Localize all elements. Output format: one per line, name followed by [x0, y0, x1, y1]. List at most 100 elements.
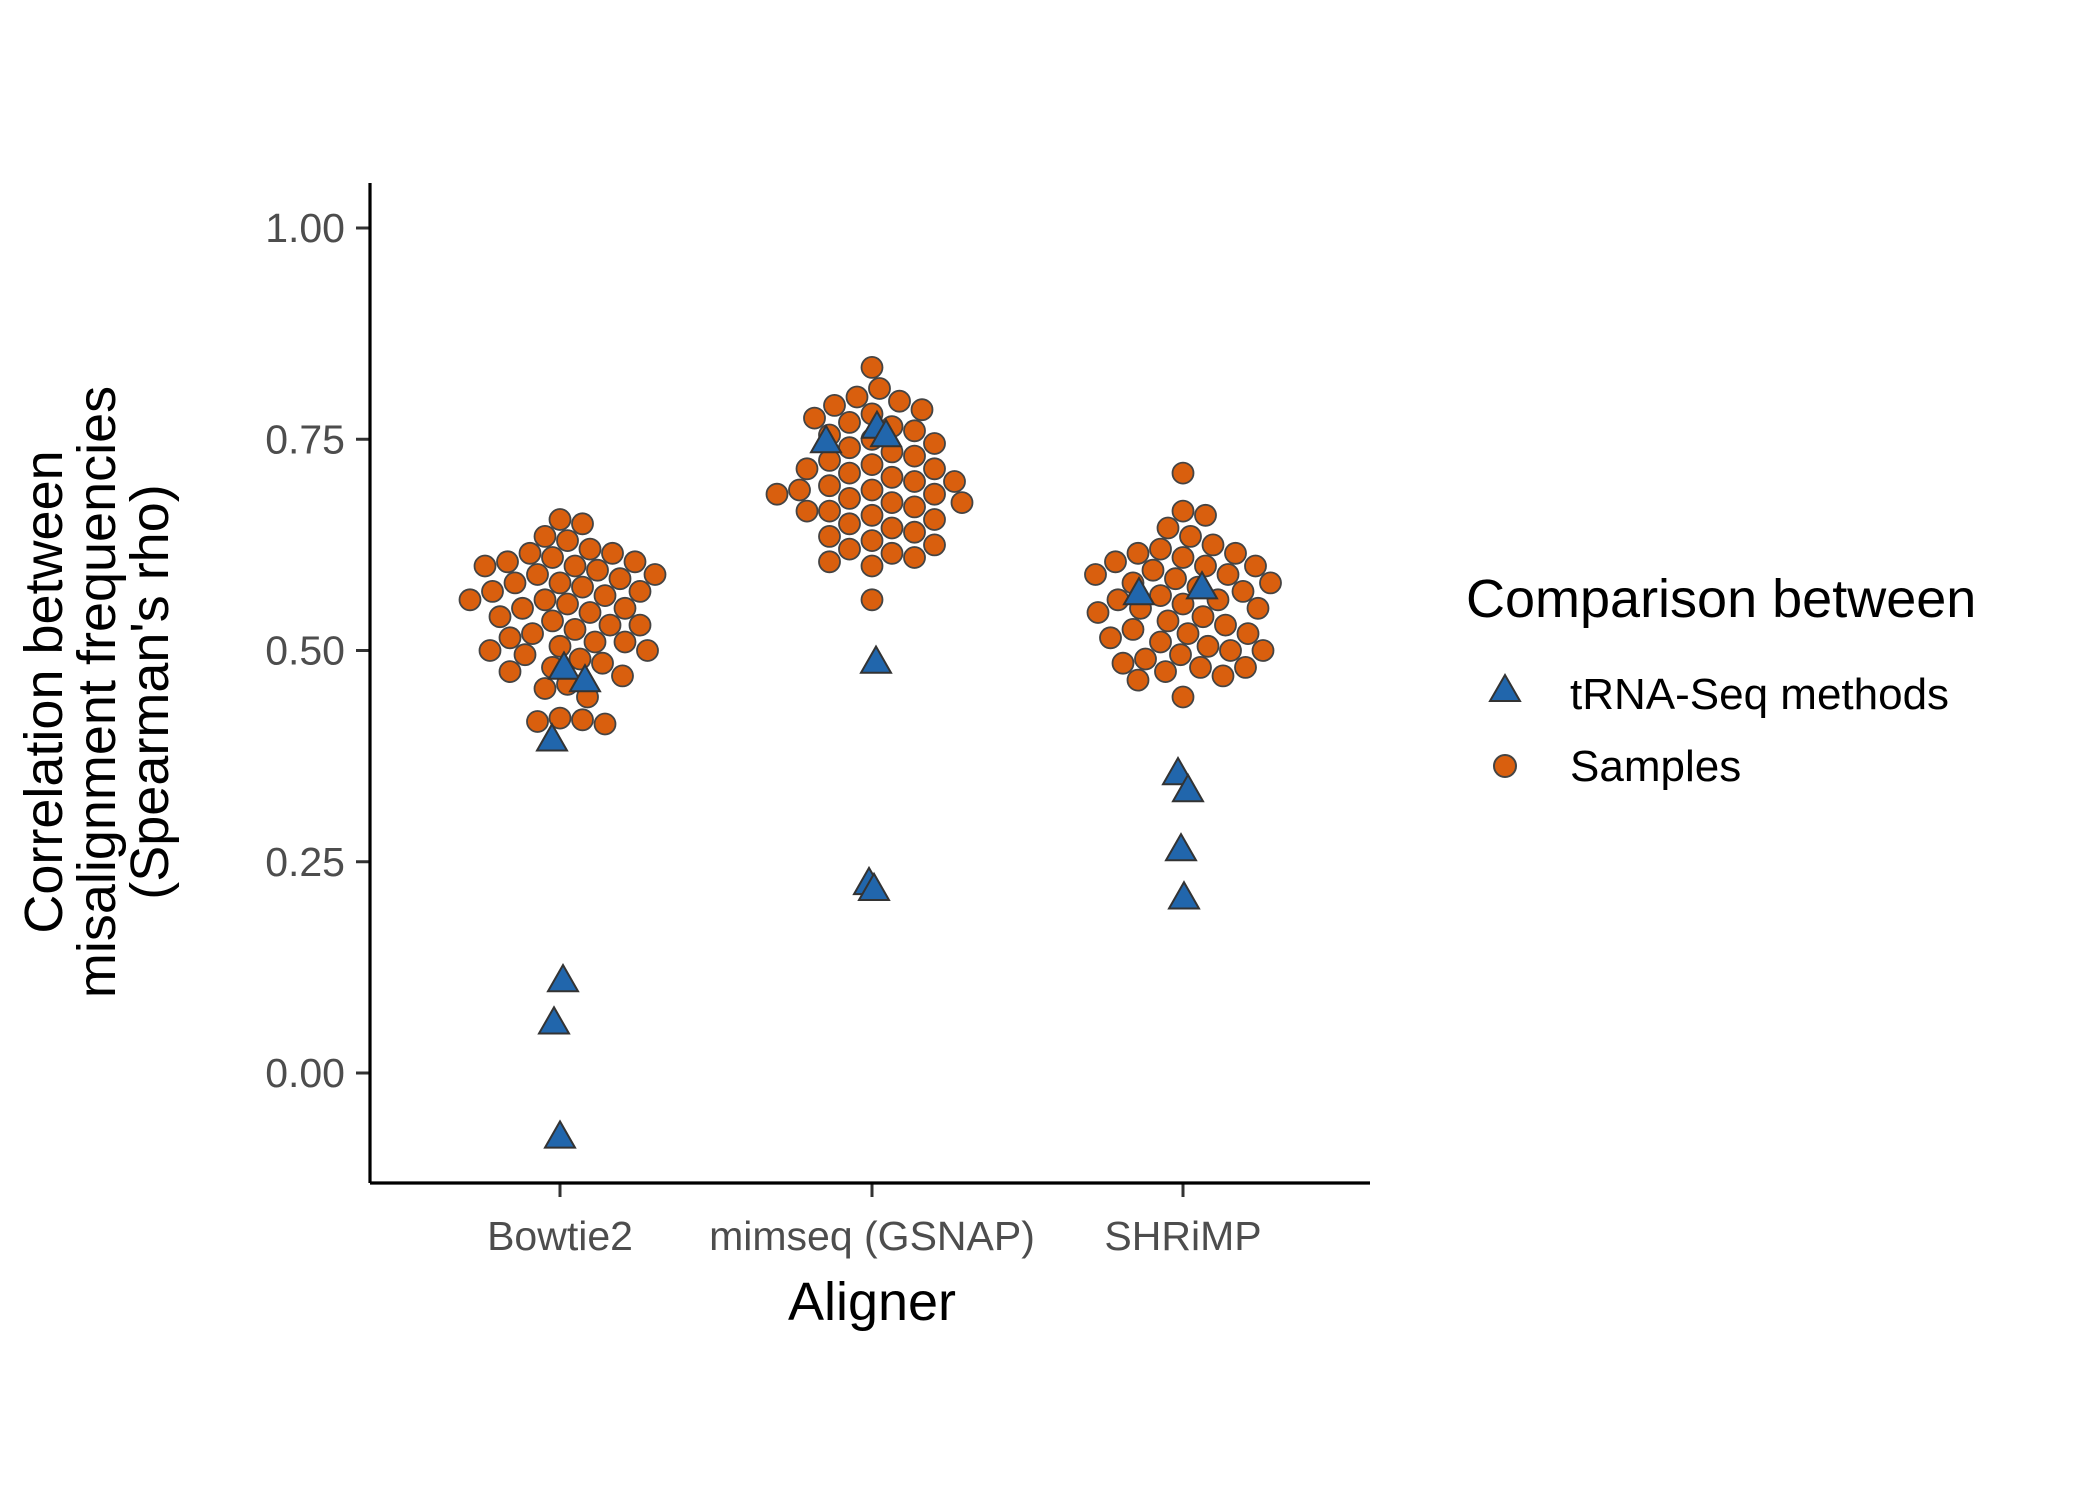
sample-point	[1251, 639, 1275, 662]
sample-point	[1171, 499, 1195, 523]
sample-point	[481, 580, 504, 603]
sample-point	[556, 592, 579, 616]
sample-point	[903, 444, 926, 468]
method-point	[857, 871, 891, 901]
sample-point	[541, 609, 564, 633]
method-point	[535, 722, 569, 752]
sample-point	[860, 588, 884, 612]
sample-point	[1194, 554, 1217, 578]
sample-point	[613, 596, 637, 620]
sample-point	[838, 512, 861, 536]
sample-point	[1149, 630, 1172, 654]
sample-point	[1244, 554, 1267, 578]
sample-point	[923, 432, 946, 455]
sample-point	[818, 550, 841, 574]
y-axis-ticks: 0.00 0.25 0.50 0.75 1.00	[265, 205, 370, 1096]
legend-label-samples: Samples	[1570, 742, 1741, 791]
sample-point	[1164, 567, 1187, 591]
sample-point	[628, 580, 652, 603]
sample-point	[1179, 525, 1202, 548]
sample-point	[1194, 503, 1217, 527]
x-axis-title: Aligner	[788, 1272, 956, 1332]
x-axis-ticks: Bowtie2 mimseq (GSNAP) SHRiMP	[487, 1183, 1262, 1259]
sample-point	[613, 630, 637, 654]
sample-point	[548, 634, 572, 658]
method-point	[1122, 575, 1156, 606]
y-tick-label: 0.75	[265, 416, 345, 462]
sample-point	[788, 478, 811, 502]
sample-point	[601, 541, 624, 565]
sample-point	[903, 520, 926, 544]
sample-point	[533, 677, 557, 700]
sample-point	[1236, 622, 1260, 645]
sample-point	[1126, 668, 1150, 692]
sample-point	[888, 389, 911, 413]
sample-point	[1214, 613, 1237, 637]
sample-point	[518, 541, 542, 565]
sample-point	[923, 508, 946, 531]
sample-point	[563, 618, 587, 641]
sample-point	[860, 554, 884, 578]
sample-point	[923, 457, 946, 481]
sample-point	[1224, 541, 1247, 565]
sample-point	[548, 706, 572, 730]
y-tick-label: 1.00	[265, 205, 345, 251]
sample-point	[578, 537, 602, 561]
legend-title: Comparison between	[1466, 569, 1976, 629]
sample-point	[838, 461, 861, 485]
sample-point	[563, 554, 587, 578]
sample-point	[1099, 626, 1122, 650]
sample-point	[593, 584, 617, 607]
sample-point	[521, 622, 544, 645]
y-axis-title: Correlation between misalignment frequen…	[14, 386, 180, 998]
sample-point	[533, 588, 557, 612]
sample-point	[845, 385, 869, 409]
sample-point	[838, 486, 861, 510]
sample-point	[1216, 563, 1240, 586]
sample-point	[860, 478, 884, 502]
sample-point	[880, 516, 904, 540]
sample-point	[795, 499, 819, 523]
sample-point	[1246, 596, 1270, 620]
sample-point	[1156, 516, 1180, 540]
sample-point	[636, 639, 659, 662]
sample-point	[903, 419, 926, 443]
sample-point	[513, 643, 537, 667]
sample-point	[1201, 533, 1225, 557]
sample-point	[1126, 541, 1150, 565]
sample-point	[860, 503, 884, 527]
sample-point	[643, 563, 667, 586]
sample-point	[818, 499, 841, 523]
y-tick-label: 0.25	[265, 839, 345, 885]
sample-point	[1156, 609, 1180, 633]
x-tick-label: mimseq (GSNAP)	[709, 1213, 1035, 1259]
sample-point	[1121, 618, 1145, 641]
sample-point	[533, 525, 557, 548]
method-point	[1167, 880, 1201, 910]
sample-point	[880, 465, 904, 489]
sample-point	[1259, 571, 1282, 595]
method-point	[568, 663, 602, 693]
sample-point	[473, 554, 497, 578]
sample-point	[571, 575, 594, 599]
sample-point	[526, 563, 549, 586]
sample-point	[1154, 660, 1177, 683]
sample-point	[623, 550, 647, 574]
sample-point	[1104, 550, 1127, 574]
sample-point	[478, 639, 502, 662]
sample-point	[1086, 601, 1110, 624]
sample-point	[903, 495, 926, 519]
sample-point	[611, 664, 634, 688]
method-point	[543, 1119, 577, 1149]
sample-point	[1176, 622, 1200, 645]
method-points	[535, 409, 1219, 1149]
sample-point	[548, 508, 572, 531]
method-point	[859, 644, 893, 674]
sample-point	[823, 393, 846, 417]
sample-point	[583, 630, 607, 654]
sample-point	[503, 571, 527, 595]
sample-point	[608, 567, 632, 591]
legend: Comparison between tRNA-Seq methods Samp…	[1466, 569, 1976, 791]
